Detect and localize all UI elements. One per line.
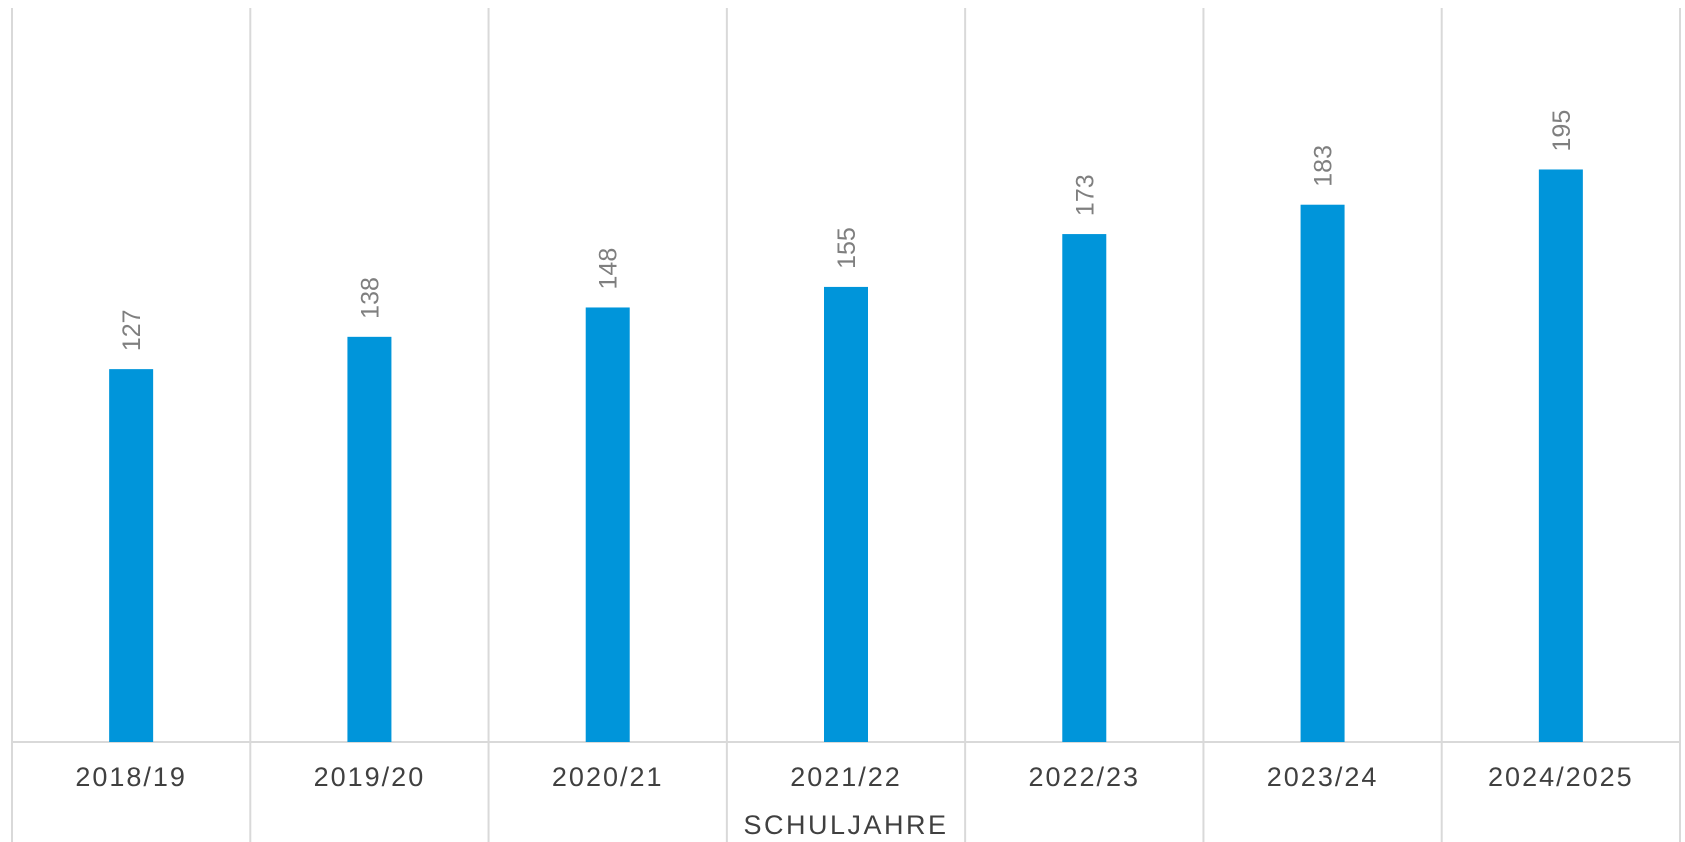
bar-2023/24 <box>1300 204 1345 742</box>
x-tick-label: 2020/21 <box>552 762 664 792</box>
x-tick-label: 2023/24 <box>1267 762 1379 792</box>
x-tick-label: 2024/2025 <box>1488 762 1634 792</box>
bar-2020/21 <box>585 307 630 742</box>
bar-2018/19 <box>109 369 154 742</box>
data-label-2020/21: 148 <box>595 248 623 290</box>
data-label-2021/22: 155 <box>833 227 861 269</box>
x-tick-label: 2019/20 <box>314 762 426 792</box>
data-label-2018/19: 127 <box>118 309 146 351</box>
x-axis-title: SCHULJAHRE <box>743 810 948 840</box>
bars <box>109 169 1583 743</box>
x-tick-label: 2018/19 <box>75 762 187 792</box>
data-label-2024/2025: 195 <box>1548 110 1576 152</box>
bar-2021/22 <box>824 286 868 742</box>
bar-2024/2025 <box>1538 169 1583 743</box>
data-label-2022/23: 173 <box>1071 174 1099 216</box>
data-label-2019/20: 138 <box>356 277 384 319</box>
data-label-2023/24: 183 <box>1310 145 1338 187</box>
bar-2019/20 <box>347 336 392 742</box>
x-tick-labels: 2018/19 2019/20 2020/21 2021/22 2022/23 2023/… <box>75 762 1634 792</box>
bar-2022/23 <box>1062 234 1107 742</box>
x-tick-label: 2022/23 <box>1028 762 1140 792</box>
x-tick-label: 2021/22 <box>790 762 902 792</box>
data-labels: 127 138 148 155 173 183 195 <box>118 110 1576 351</box>
